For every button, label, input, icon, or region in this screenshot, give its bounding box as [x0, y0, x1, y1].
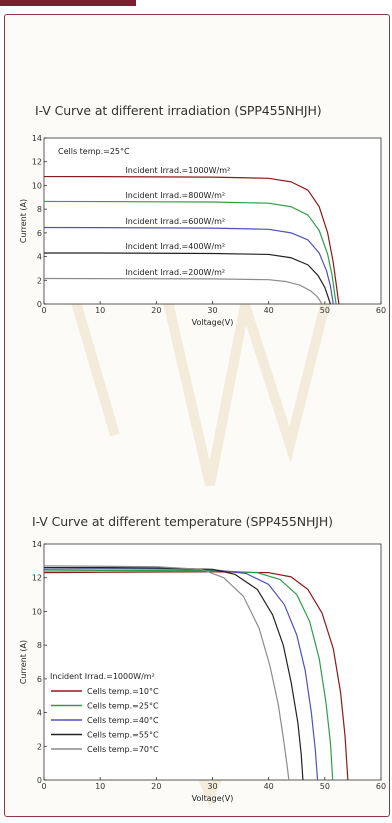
series-line-3	[43, 568, 319, 781]
y-tick-label: 12	[32, 158, 42, 167]
series-label-3: Incident Irrad.=600W/m²	[125, 217, 225, 226]
iv-chart-irradiation: 0 2 4 6 8 10 12 14 0 10 20 30 40 50 60 Voltage(V) Curren…	[19, 134, 386, 327]
y-tick-label: 12	[32, 574, 42, 583]
series-line-5	[43, 565, 290, 781]
y-tick-label: 0	[37, 300, 42, 309]
series-label-1: Incident Irrad.=1000W/m²	[125, 166, 230, 175]
y-tick-label: 8	[37, 641, 42, 650]
series-line-3	[43, 226, 334, 305]
plot-area	[43, 137, 382, 305]
series-line-4	[44, 252, 332, 305]
series-label-2: Incident Irrad.=800W/m²	[125, 191, 225, 200]
x-tick-label: 10	[95, 782, 105, 791]
cells-temp-annotation: Cells temp.=25°C	[58, 147, 130, 156]
y-tick-label: 2	[37, 742, 42, 751]
y-axis-label: Current (A)	[19, 199, 28, 243]
x-tick-label: 0	[41, 782, 46, 791]
legend-label-5: Cells temp.=70°C	[87, 745, 159, 754]
x-tick-label: 30	[207, 782, 217, 791]
legend-label-4: Cells temp.=55°C	[87, 731, 159, 740]
x-axis-label: Voltage(V)	[192, 318, 234, 327]
series-line-4	[44, 567, 304, 781]
x-tick-label: 20	[151, 306, 161, 315]
x-tick-label: 40	[264, 306, 274, 315]
x-tick-label: 50	[320, 782, 330, 791]
x-tick-label: 30	[207, 306, 217, 315]
legend-label-2: Cells temp.=25°C	[87, 702, 159, 711]
x-tick-label: 50	[320, 306, 330, 315]
y-axis-label: Current (A)	[19, 640, 28, 684]
chart-title-irradiation: I-V Curve at different irradiation (SPP4…	[35, 103, 322, 118]
y-tick-label: 0	[37, 776, 42, 785]
series-line-5	[43, 277, 323, 305]
y-tick-label: 14	[32, 540, 42, 549]
series-label-5: Incident Irrad.=200W/m²	[125, 268, 225, 277]
x-tick-label: 40	[264, 782, 274, 791]
series-line-1	[43, 175, 340, 305]
x-tick-label: 10	[95, 306, 105, 315]
y-tick-label: 4	[37, 709, 42, 718]
y-tick-label: 6	[37, 675, 42, 684]
plot-area	[43, 543, 382, 781]
x-tick-label: 20	[151, 782, 161, 791]
series-line-2	[43, 569, 334, 781]
x-tick-label: 60	[376, 306, 386, 315]
y-tick-label: 2	[37, 276, 42, 285]
x-tick-label: 60	[376, 782, 386, 791]
series-label-4: Incident Irrad.=400W/m²	[125, 242, 225, 251]
iv-chart-temperature: 0 2 4 6 8 10 12 14 0 10 20 30 40 50 60 Voltage(V) Curren…	[19, 540, 386, 803]
x-axis-label: Voltage(V)	[192, 794, 234, 803]
top-accent-bar	[0, 0, 136, 6]
y-tick-label: 6	[37, 229, 42, 238]
y-tick-label: 14	[32, 134, 42, 143]
series-line-1	[43, 571, 349, 781]
x-tick-label: 0	[41, 306, 46, 315]
y-tick-label: 4	[37, 253, 42, 262]
legend-label-3: Cells temp.=40°C	[87, 716, 159, 725]
legend-label-1: Cells temp.=10°C	[87, 687, 159, 696]
legend-title: Incident Irrad.=1000W/m²	[50, 672, 155, 681]
y-tick-label: 8	[37, 205, 42, 214]
spec-panel: I-V Curve at different irradiation (SPP4…	[4, 14, 390, 817]
series-line-2	[43, 200, 337, 305]
chart-title-temperature: I-V Curve at different temperature (SPP4…	[32, 514, 333, 529]
y-tick-label: 10	[32, 181, 42, 190]
y-tick-label: 10	[32, 607, 42, 616]
